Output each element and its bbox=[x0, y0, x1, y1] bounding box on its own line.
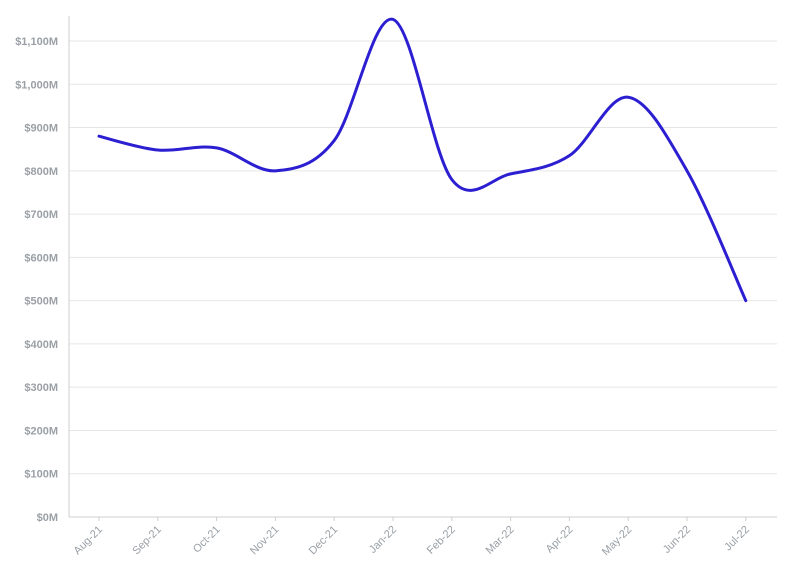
x-tick-label: Jan-22 bbox=[367, 524, 399, 556]
y-tick-label: $100M bbox=[24, 469, 58, 481]
axis-layer bbox=[68, 16, 777, 521]
data-point-sep-21 bbox=[155, 147, 161, 153]
data-point-jun-22 bbox=[684, 168, 690, 174]
x-tick-label: Mar-22 bbox=[484, 524, 517, 557]
data-point-apr-22 bbox=[566, 153, 572, 159]
y-tick-label: $0M bbox=[37, 512, 58, 524]
y-tick-label: $300M bbox=[24, 382, 58, 394]
x-tick-label: Jul-22 bbox=[722, 524, 752, 554]
x-tick-label: Jun-22 bbox=[661, 524, 693, 556]
grid-layer bbox=[69, 40, 777, 475]
y-axis-labels: $0M $100M $200M $300M $400M $500M $600M $700M $8… bbox=[15, 36, 58, 524]
y-tick-label: $600M bbox=[24, 252, 58, 264]
data-point-may-22 bbox=[625, 94, 631, 100]
x-tick-label: Feb-22 bbox=[425, 524, 458, 557]
x-tick-label: Apr-22 bbox=[544, 524, 576, 556]
x-tick-label: May-22 bbox=[600, 524, 634, 558]
x-tick-label: Oct-21 bbox=[191, 524, 223, 556]
data-point-nov-21 bbox=[272, 168, 278, 174]
y-tick-label: $500M bbox=[24, 296, 58, 308]
x-tick-label: Sep-21 bbox=[130, 524, 164, 558]
y-tick-label: $400M bbox=[24, 339, 58, 351]
data-point-dec-21 bbox=[331, 138, 337, 144]
y-tick-label: $1,100M bbox=[15, 36, 58, 48]
x-tick-label: Aug-21 bbox=[72, 524, 106, 558]
data-point-jul-22 bbox=[743, 298, 749, 304]
data-point-mar-22 bbox=[508, 171, 514, 177]
series-line bbox=[97, 17, 748, 303]
data-point-aug-21 bbox=[96, 133, 102, 139]
y-tick-label: $700M bbox=[24, 209, 58, 221]
y-tick-label: $800M bbox=[24, 166, 58, 178]
y-tick-label: $1,000M bbox=[15, 79, 58, 91]
series-layer bbox=[96, 16, 749, 304]
y-tick-label: $200M bbox=[24, 425, 58, 437]
x-axis-labels: Aug-21 Sep-21 Oct-21 Nov-21 Dec-21 Jan-22 Feb-… bbox=[72, 524, 752, 558]
data-point-jan-22 bbox=[390, 16, 396, 22]
x-tick-label: Dec-21 bbox=[307, 524, 341, 558]
x-tick-label: Nov-21 bbox=[248, 524, 282, 558]
data-point-oct-21 bbox=[214, 145, 220, 151]
data-point-feb-22 bbox=[449, 176, 455, 182]
y-tick-label: $900M bbox=[24, 123, 58, 135]
